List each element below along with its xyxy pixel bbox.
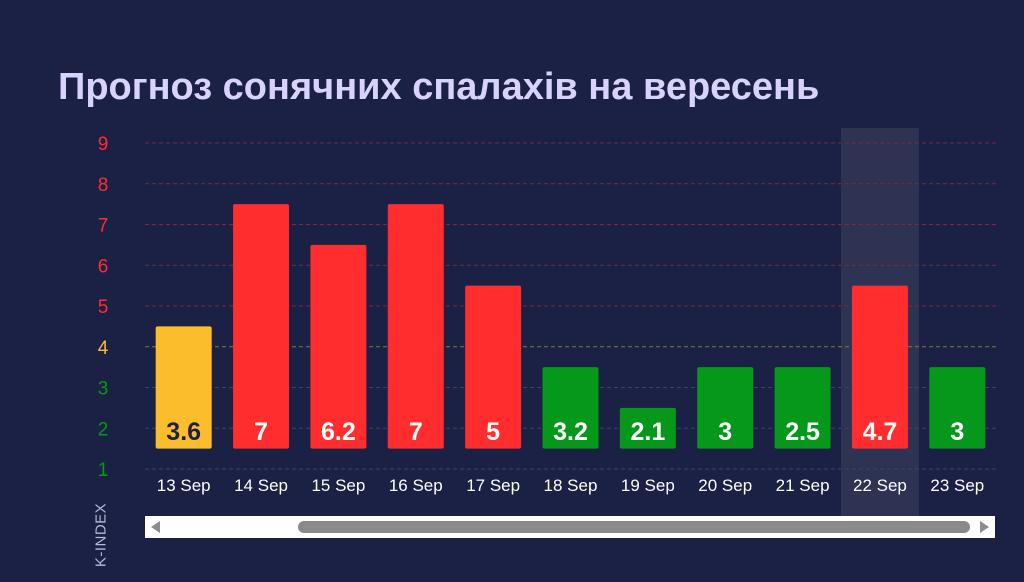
x-tick-label: 14 Sep <box>234 476 288 495</box>
bar-18-sep <box>542 367 599 449</box>
x-tick-label: 20 Sep <box>698 476 752 495</box>
x-tick-label: 19 Sep <box>621 476 675 495</box>
y-axis-label: K-INDEX <box>92 502 110 568</box>
bar-value-label: 3 <box>718 418 732 446</box>
y-tick-label: 8 <box>98 175 109 196</box>
x-tick-label: 22 Sep <box>853 476 907 495</box>
scroll-right-icon[interactable] <box>980 521 989 533</box>
bar-value-label: 3.2 <box>553 418 588 446</box>
bar-value-label: 5 <box>486 418 500 446</box>
x-tick-label: 23 Sep <box>930 476 984 495</box>
horizontal-scrollbar[interactable] <box>145 516 995 538</box>
bar-value-label: 3.6 <box>166 418 201 446</box>
y-tick-label: 4 <box>98 338 109 359</box>
bar-13-sep <box>155 326 212 449</box>
bar-15-sep <box>310 244 367 449</box>
scroll-thumb[interactable] <box>298 521 970 533</box>
y-tick-label: 9 <box>98 134 109 155</box>
chart-title: Прогноз сонячних спалахів на вересень <box>58 66 820 108</box>
x-tick-label: 13 Sep <box>157 476 211 495</box>
y-tick-label: 5 <box>98 297 109 318</box>
bar-22-sep <box>851 285 908 449</box>
x-tick-label: 21 Sep <box>776 476 830 495</box>
bar-value-label: 2.1 <box>630 418 665 446</box>
bar-value-label: 3 <box>950 418 964 446</box>
bar-23-sep <box>929 367 986 449</box>
bar-19-sep <box>619 407 676 449</box>
bar-20-sep <box>697 367 754 449</box>
bar-value-label: 7 <box>409 418 423 446</box>
y-tick-label: 2 <box>98 419 109 440</box>
y-tick-label: 1 <box>98 460 109 481</box>
scroll-left-icon[interactable] <box>151 521 160 533</box>
x-tick-label: 18 Sep <box>544 476 598 495</box>
y-tick-label: 3 <box>98 379 109 400</box>
x-tick-label: 15 Sep <box>311 476 365 495</box>
bar-value-label: 4.7 <box>863 418 898 446</box>
bar-value-label: 6.2 <box>321 418 356 446</box>
bar-value-label: 2.5 <box>785 418 820 446</box>
bar-14-sep <box>233 204 290 449</box>
bar-21-sep <box>774 367 831 449</box>
bar-17-sep <box>465 285 522 449</box>
x-tick-label: 16 Sep <box>389 476 443 495</box>
bar-16-sep <box>387 204 444 449</box>
y-tick-label: 7 <box>98 216 109 237</box>
x-tick-label: 17 Sep <box>466 476 520 495</box>
y-tick-label: 6 <box>98 256 109 277</box>
bar-value-label: 7 <box>254 418 268 446</box>
